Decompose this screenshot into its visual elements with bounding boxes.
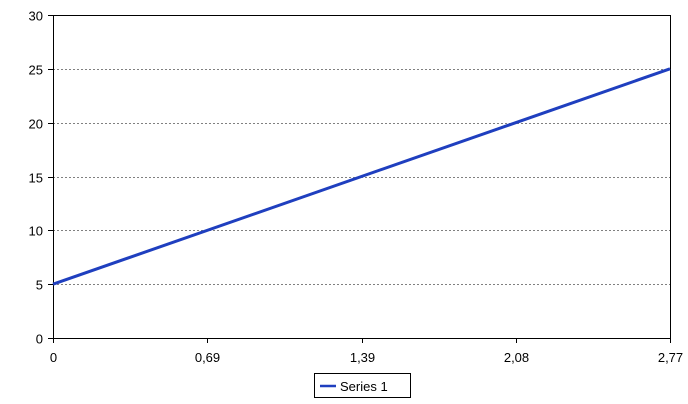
legend: Series 1 [314,373,411,398]
y-tick-label-20: 20 [29,117,43,132]
y-tick-label-10: 10 [29,224,43,239]
y-tick-label-0: 0 [36,332,43,347]
series-layer [52,67,671,286]
series-line-1 [52,67,671,286]
x-tick-label-2,77: 2,77 [658,350,683,365]
x-tick-label-2,08: 2,08 [504,350,529,365]
x-tick-label-0,69: 0,69 [195,350,220,365]
y-tick-label-25: 25 [29,63,43,78]
y-tick-label-5: 5 [36,278,43,293]
x-tick-label-1,39: 1,39 [350,350,375,365]
y-axis: 0 5 10 15 20 25 30 [29,9,53,347]
legend-label-series-1: Series 1 [340,379,388,394]
y-tick-label-30: 30 [29,9,43,24]
x-tick-label-0: 0 [50,350,57,365]
y-tick-label-15: 15 [29,171,43,186]
x-axis: 0 0,69 1,39 2,08 2,77 [50,338,683,365]
